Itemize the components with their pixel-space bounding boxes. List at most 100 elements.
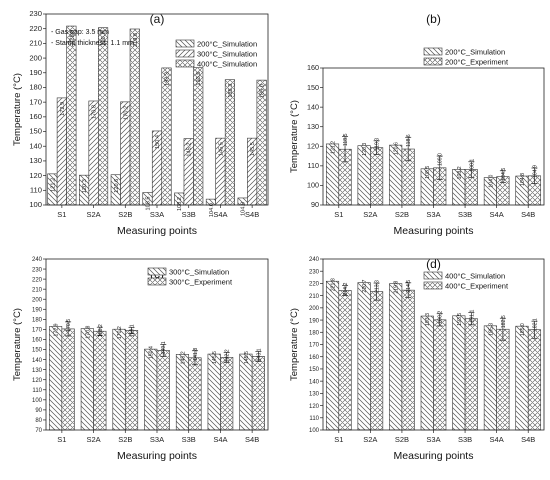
y-tick-label: 160 — [32, 338, 43, 344]
legend-swatch — [175, 39, 195, 48]
y-tick-label: 190 — [32, 307, 43, 313]
bar — [80, 328, 94, 431]
y-tick-label: 80 — [35, 418, 42, 424]
data-label: 104.9 — [532, 165, 538, 178]
x-axis-label: Measuring points — [394, 225, 474, 237]
data-label: 145.5 — [212, 351, 218, 364]
panel-label: (b) — [426, 12, 441, 26]
y-tick-label: 150 — [29, 127, 42, 136]
y-tick-label: 100 — [307, 181, 319, 190]
data-label: 108.1 — [469, 159, 475, 172]
x-tick-label: S4B — [245, 210, 259, 219]
legend-label: 400°C_Simulation — [445, 272, 505, 281]
data-label: 172.9 — [54, 323, 60, 336]
y-tick-label: 240 — [32, 257, 43, 263]
x-tick-label: S1 — [57, 210, 66, 219]
legend-swatch — [423, 47, 443, 56]
data-label: 141.8 — [193, 348, 199, 361]
y-tick-label: 160 — [307, 63, 319, 72]
x-tick-label: S3A — [426, 435, 440, 444]
legend-swatch — [147, 267, 167, 276]
y-tick-label: 110 — [32, 388, 42, 394]
x-axis-label: Measuring points — [117, 225, 197, 237]
y-tick-label: 210 — [29, 39, 42, 48]
data-label: 120.3 — [362, 143, 368, 156]
x-tick-label: S3B — [182, 210, 196, 219]
x-tick-label: S2B — [395, 210, 409, 219]
bar — [193, 67, 204, 206]
x-tick-label: S4A — [213, 210, 227, 219]
y-tick-label: 70 — [35, 428, 42, 434]
y-axis-label: Temperature (°C) — [289, 100, 300, 173]
data-label: 121.2 — [331, 141, 337, 154]
bar — [325, 280, 340, 431]
y-tick-label: 90 — [35, 408, 42, 414]
legend-label: 200°C_Simulation — [445, 48, 505, 57]
y-tick-label: 100 — [32, 398, 43, 404]
x-tick-label: S2A — [86, 435, 100, 444]
y-tick-label: 140 — [307, 102, 319, 111]
y-tick-label: 120 — [29, 171, 42, 180]
data-label: 145.2 — [187, 143, 193, 157]
y-axis-label: Temperature (°C) — [289, 308, 300, 381]
data-label: 150.4 — [149, 346, 155, 359]
y-tick-label: 170 — [29, 97, 42, 106]
bar — [483, 325, 497, 431]
y-tick-label: 200 — [309, 306, 320, 312]
x-tick-label: S3B — [458, 435, 472, 444]
panel-0: 121.2 120.3 120.6 108.5 108.2 104.0 104.8 172.9… — [12, 9, 269, 237]
x-tick-label: S2A — [363, 435, 377, 444]
bar — [156, 350, 170, 431]
data-label: 104.8 — [241, 202, 247, 216]
data-label: 170.8 — [85, 325, 91, 338]
y-tick-label: 210 — [32, 287, 43, 293]
data-label: 193.3 — [165, 72, 171, 86]
data-label: 221.8 — [69, 30, 75, 44]
legend-swatch — [423, 271, 443, 280]
bar — [433, 319, 447, 431]
y-tick-label: 130 — [32, 368, 43, 374]
bar — [370, 147, 384, 206]
y-tick-label: 190 — [29, 68, 42, 77]
x-tick-label: S2B — [118, 435, 132, 444]
data-label: 182.5 — [501, 315, 507, 328]
bar — [66, 25, 77, 206]
legend-swatch — [423, 57, 443, 66]
bar — [452, 315, 466, 431]
data-label: 108.5 — [146, 197, 152, 211]
annotation: - Gas gap: 3.5 mm — [51, 29, 109, 36]
y-tick-label: 220 — [29, 24, 42, 33]
x-tick-label: S2B — [395, 435, 409, 444]
x-tick-label: S1 — [57, 435, 66, 444]
panel-3: 221.8 220.7 219.8 193.3 193.5 185.3 185.0 214.2… — [289, 257, 545, 462]
data-label: 120.3 — [82, 179, 88, 193]
bar — [496, 328, 510, 431]
data-label: 142.2 — [225, 349, 231, 362]
annotation: - Stamp thickness: 1.1 mm — [51, 40, 134, 47]
data-label: 121.2 — [50, 178, 56, 192]
data-label: 170.2 — [123, 106, 129, 120]
x-tick-label: S4A — [490, 210, 504, 219]
legend-label: 300°C_Simulation — [197, 50, 257, 59]
data-label: 219.8 — [133, 33, 139, 47]
bar — [98, 27, 109, 206]
bar — [420, 315, 434, 431]
data-label: 168.2 — [98, 324, 104, 337]
x-tick-label: S1 — [334, 210, 343, 219]
y-tick-label: 150 — [307, 83, 319, 92]
x-tick-label: S2A — [86, 210, 100, 219]
data-label: 108.2 — [177, 197, 183, 211]
x-tick-label: S2A — [363, 210, 377, 219]
x-tick-label: S1 — [334, 435, 343, 444]
y-tick-label: 220 — [309, 282, 320, 288]
y-tick-label: 100 — [309, 428, 320, 434]
data-label: 185.3 — [488, 323, 494, 336]
y-axis-label: Temperature (°C) — [12, 308, 23, 381]
y-tick-label: 190 — [309, 318, 320, 324]
data-label: 193.5 — [196, 72, 202, 86]
bar — [357, 282, 371, 431]
bar — [464, 318, 478, 431]
legend-label: 200°C_Simulation — [197, 40, 257, 49]
data-label: 219.8 — [394, 281, 400, 294]
